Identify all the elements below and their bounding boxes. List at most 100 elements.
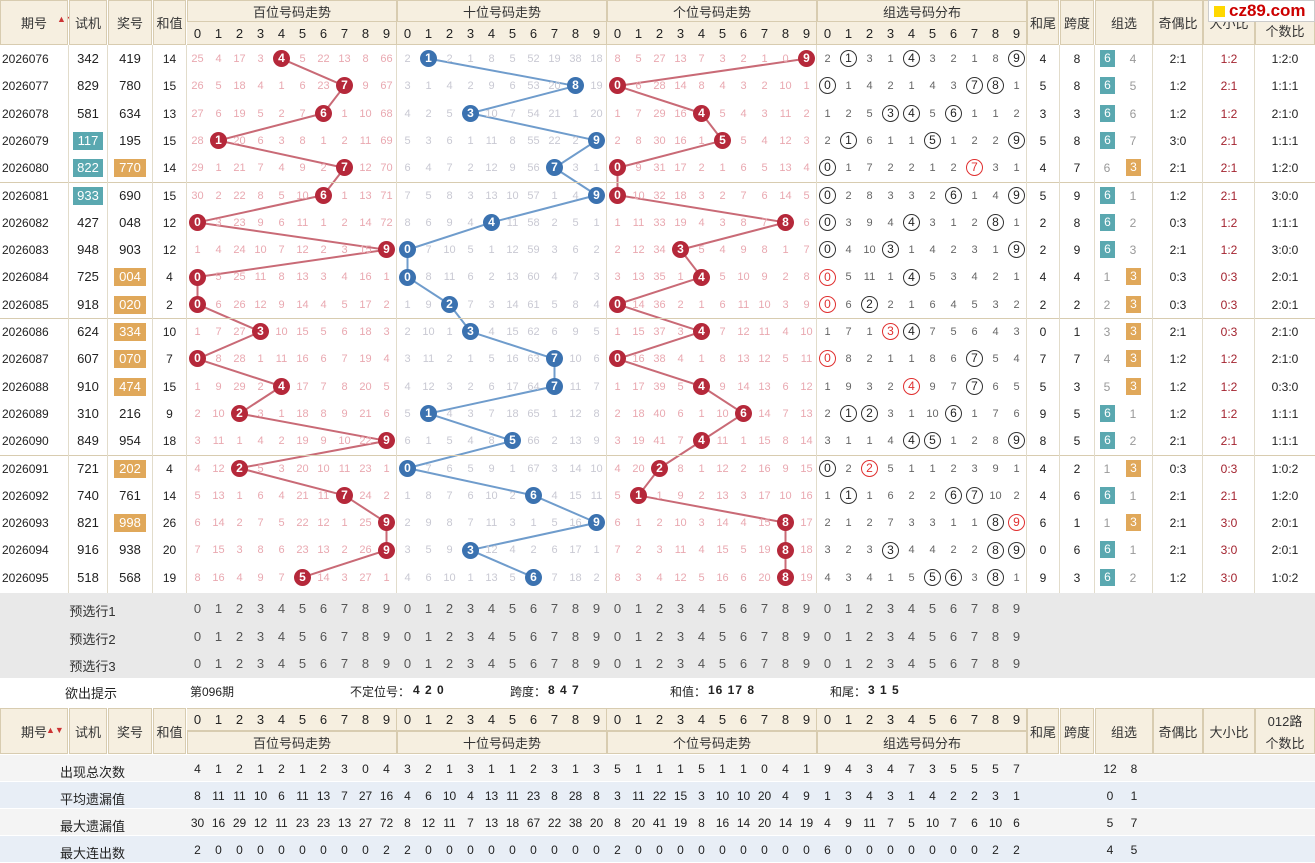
preselect-digit[interactable]: 0 bbox=[193, 601, 202, 616]
preselect-digit[interactable]: 9 bbox=[802, 628, 811, 644]
preselect-digit[interactable]: 0 bbox=[823, 656, 832, 671]
preselect-digit[interactable]: 5 bbox=[508, 601, 517, 616]
preselect-digit[interactable]: 0 bbox=[823, 628, 832, 644]
preselect-digit[interactable]: 7 bbox=[550, 601, 559, 616]
preselect-digit[interactable]: 7 bbox=[340, 656, 349, 671]
preselect-digit[interactable]: 2 bbox=[235, 601, 244, 616]
preselect-digit[interactable]: 3 bbox=[256, 601, 265, 616]
preselect-digit[interactable]: 0 bbox=[403, 656, 412, 671]
preselect-digit[interactable]: 2 bbox=[655, 628, 664, 644]
preselect-digit[interactable]: 4 bbox=[277, 656, 286, 671]
preselect-digit[interactable]: 9 bbox=[1012, 601, 1021, 616]
preselect-digit[interactable]: 8 bbox=[571, 601, 580, 616]
preselect-digit[interactable]: 4 bbox=[487, 628, 496, 644]
preselect-digit[interactable]: 2 bbox=[655, 656, 664, 671]
preselect-digit[interactable]: 4 bbox=[697, 628, 706, 644]
preselect-digit[interactable]: 3 bbox=[676, 656, 685, 671]
preselect-digit[interactable]: 9 bbox=[382, 601, 391, 616]
preselect-digit[interactable]: 1 bbox=[634, 628, 643, 644]
preselect-digit[interactable]: 5 bbox=[718, 656, 727, 671]
preselect-digit[interactable]: 1 bbox=[844, 656, 853, 671]
preselect-digit[interactable]: 7 bbox=[970, 656, 979, 671]
preselect-digit[interactable]: 8 bbox=[571, 628, 580, 644]
preselect-digit[interactable]: 4 bbox=[697, 601, 706, 616]
preselect-digit[interactable]: 9 bbox=[592, 656, 601, 671]
preselect-digit[interactable]: 1 bbox=[424, 628, 433, 644]
preselect-digit[interactable]: 8 bbox=[781, 656, 790, 671]
preselect-digit[interactable]: 3 bbox=[676, 628, 685, 644]
preselect-digit[interactable]: 0 bbox=[403, 628, 412, 644]
preselect-digit[interactable]: 7 bbox=[340, 601, 349, 616]
preselect-digit[interactable]: 6 bbox=[529, 628, 538, 644]
preselect-digit[interactable]: 6 bbox=[529, 656, 538, 671]
preselect-digit[interactable]: 1 bbox=[424, 601, 433, 616]
preselect-digit[interactable]: 4 bbox=[907, 628, 916, 644]
preselect-digit[interactable]: 5 bbox=[928, 656, 937, 671]
preselect-digit[interactable]: 0 bbox=[193, 656, 202, 671]
preselect-digit[interactable]: 0 bbox=[613, 601, 622, 616]
preselect-digit[interactable]: 6 bbox=[739, 656, 748, 671]
preselect-digit[interactable]: 4 bbox=[697, 656, 706, 671]
preselect-digit[interactable]: 9 bbox=[382, 656, 391, 671]
preselect-digit[interactable]: 7 bbox=[550, 656, 559, 671]
preselect-digit[interactable]: 3 bbox=[466, 628, 475, 644]
preselect-digit[interactable]: 2 bbox=[235, 656, 244, 671]
preselect-digit[interactable]: 1 bbox=[634, 601, 643, 616]
preselect-digit[interactable]: 5 bbox=[928, 628, 937, 644]
preselect-digit[interactable]: 7 bbox=[340, 628, 349, 644]
preselect-digit[interactable]: 7 bbox=[550, 628, 559, 644]
preselect-digit[interactable]: 3 bbox=[466, 656, 475, 671]
preselect-digit[interactable]: 0 bbox=[613, 656, 622, 671]
preselect-digit[interactable]: 6 bbox=[739, 628, 748, 644]
preselect-digit[interactable]: 7 bbox=[760, 656, 769, 671]
preselect-digit[interactable]: 4 bbox=[487, 601, 496, 616]
preselect-digit[interactable]: 2 bbox=[865, 628, 874, 644]
preselect-digit[interactable]: 1 bbox=[634, 656, 643, 671]
preselect-digit[interactable]: 5 bbox=[298, 656, 307, 671]
preselect-digit[interactable]: 9 bbox=[1012, 628, 1021, 644]
preselect-digit[interactable]: 0 bbox=[403, 601, 412, 616]
sort-icon[interactable]: ▲▼ bbox=[57, 14, 75, 24]
preselect-digit[interactable]: 9 bbox=[592, 601, 601, 616]
preselect-digit[interactable]: 5 bbox=[718, 628, 727, 644]
preselect-digit[interactable]: 0 bbox=[613, 628, 622, 644]
preselect-digit[interactable]: 9 bbox=[802, 601, 811, 616]
preselect-digit[interactable]: 9 bbox=[1012, 656, 1021, 671]
preselect-digit[interactable]: 1 bbox=[214, 601, 223, 616]
bottom-header-period[interactable]: 期号 bbox=[0, 708, 68, 754]
preselect-digit[interactable]: 1 bbox=[844, 628, 853, 644]
preselect-digit[interactable]: 0 bbox=[193, 628, 202, 644]
preselect-digit[interactable]: 4 bbox=[277, 628, 286, 644]
preselect-digit[interactable]: 5 bbox=[928, 601, 937, 616]
preselect-digit[interactable]: 7 bbox=[760, 601, 769, 616]
preselect-digit[interactable]: 7 bbox=[970, 601, 979, 616]
preselect-digit[interactable]: 0 bbox=[823, 601, 832, 616]
preselect-digit[interactable]: 3 bbox=[676, 601, 685, 616]
preselect-digit[interactable]: 8 bbox=[991, 628, 1000, 644]
preselect-digit[interactable]: 2 bbox=[655, 601, 664, 616]
preselect-digit[interactable]: 2 bbox=[865, 656, 874, 671]
preselect-digit[interactable]: 9 bbox=[802, 656, 811, 671]
preselect-digit[interactable]: 1 bbox=[214, 628, 223, 644]
preselect-digit[interactable]: 8 bbox=[361, 601, 370, 616]
preselect-digit[interactable]: 2 bbox=[445, 656, 454, 671]
bottom-sort-icon[interactable]: ▲▼ bbox=[46, 725, 64, 735]
preselect-digit[interactable]: 8 bbox=[781, 628, 790, 644]
preselect-digit[interactable]: 7 bbox=[970, 628, 979, 644]
preselect-digit[interactable]: 6 bbox=[949, 601, 958, 616]
preselect-digit[interactable]: 5 bbox=[718, 601, 727, 616]
preselect-digit[interactable]: 2 bbox=[445, 601, 454, 616]
preselect-digit[interactable]: 6 bbox=[319, 656, 328, 671]
preselect-digit[interactable]: 2 bbox=[445, 628, 454, 644]
preselect-digit[interactable]: 2 bbox=[235, 628, 244, 644]
preselect-digit[interactable]: 4 bbox=[487, 656, 496, 671]
preselect-digit[interactable]: 2 bbox=[865, 601, 874, 616]
preselect-digit[interactable]: 8 bbox=[571, 656, 580, 671]
preselect-digit[interactable]: 1 bbox=[424, 656, 433, 671]
preselect-digit[interactable]: 3 bbox=[256, 656, 265, 671]
preselect-digit[interactable]: 9 bbox=[382, 628, 391, 644]
preselect-digit[interactable]: 5 bbox=[508, 628, 517, 644]
preselect-digit[interactable]: 3 bbox=[256, 628, 265, 644]
preselect-digit[interactable]: 8 bbox=[991, 601, 1000, 616]
preselect-digit[interactable]: 8 bbox=[991, 656, 1000, 671]
